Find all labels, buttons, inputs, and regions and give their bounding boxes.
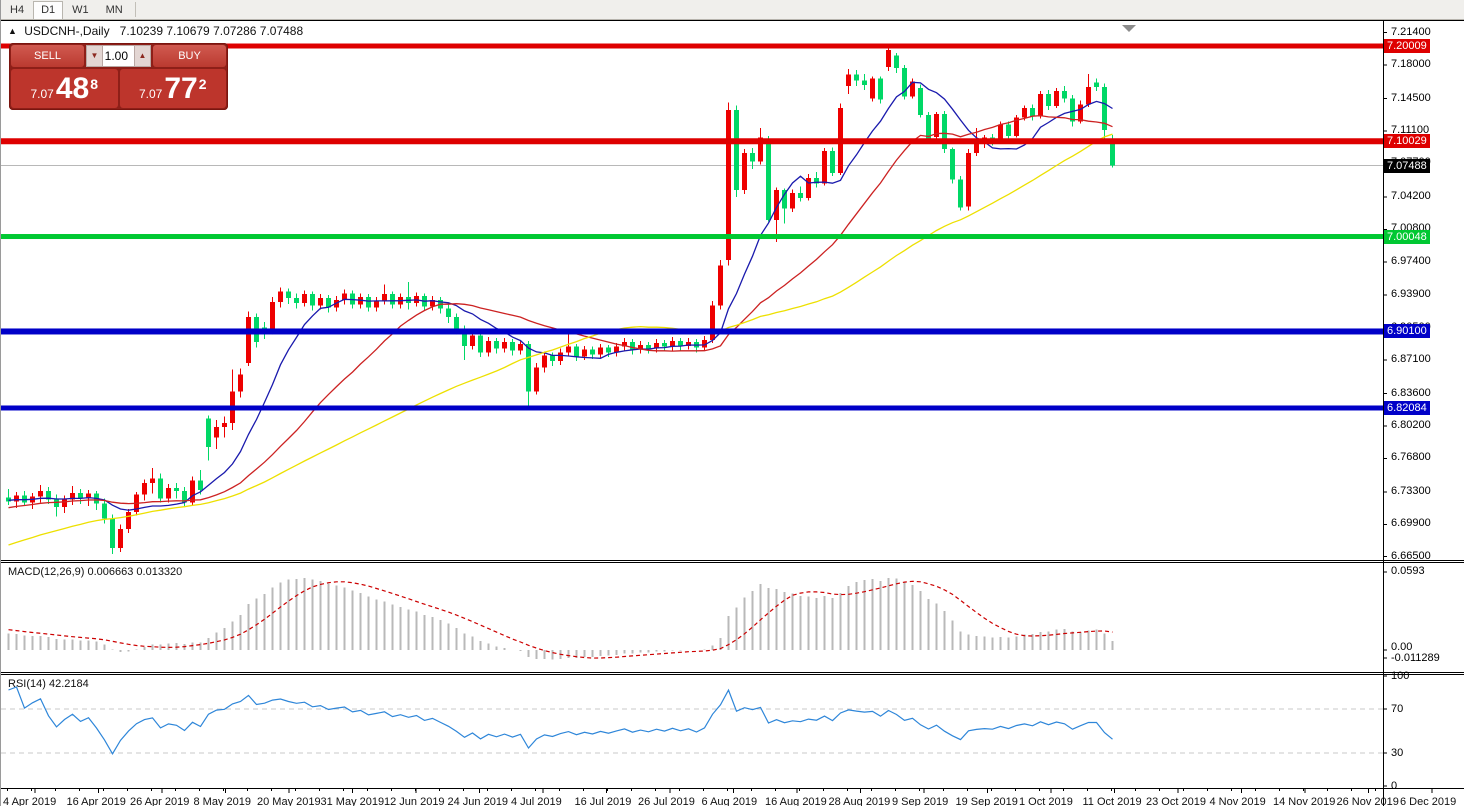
volume-increase-button[interactable]: ▲ — [134, 45, 151, 67]
time-label: 16 Aug 2019 — [765, 796, 827, 806]
time-label: 28 Aug 2019 — [828, 796, 891, 806]
time-label: 8 May 2019 — [193, 796, 251, 806]
timeframe-button-mn[interactable]: MN — [105, 4, 123, 16]
price-badge-7.20009: 7.20009 — [1384, 39, 1430, 53]
collapse-triangle-icon[interactable]: ▲ — [8, 26, 17, 36]
volume-input[interactable]: 1.00 — [103, 45, 134, 67]
price-tick-6.97400: 6.97400 — [1391, 254, 1431, 267]
macd-histogram — [7, 577, 1114, 660]
timeframe-button-h4[interactable]: H4 — [10, 4, 25, 16]
time-label: 6 Dec 2019 — [1400, 796, 1457, 806]
rsi-axis-70: 70 — [1391, 703, 1404, 715]
timeframe-button-d1[interactable]: D1 — [33, 1, 64, 20]
buy-price-prefix: 7.07 — [138, 87, 163, 101]
ma-line-50 — [8, 133, 1113, 546]
price-tick-6.83600: 6.83600 — [1391, 386, 1431, 399]
price-tick-6.93900: 6.93900 — [1391, 288, 1431, 301]
chart-stage: ▲ USDCNH-,Daily 7.10239 7.10679 7.07286 … — [1, 20, 1464, 806]
sell-price-button[interactable]: 7.07 48 8 — [11, 69, 118, 108]
buy-price-pips: 77 — [164, 72, 198, 105]
rsi-axis-30: 30 — [1391, 747, 1404, 759]
price-tick-7.11100: 7.11100 — [1391, 124, 1430, 137]
price-tick-7.04200: 7.04200 — [1391, 189, 1431, 202]
macd-axis-max: 0.0593 — [1391, 565, 1425, 577]
hline-6.90100 — [1, 328, 1383, 335]
rsi-axis-100: 100 — [1391, 670, 1410, 682]
sell-button[interactable]: SELL — [11, 45, 84, 67]
chart-title: ▲ USDCNH-,Daily 7.10239 7.10679 7.07286 … — [8, 24, 303, 38]
current-price-badge: 7.07488 — [1384, 158, 1430, 173]
ma-line-10 — [8, 81, 1113, 511]
buy-button[interactable]: BUY — [153, 45, 226, 67]
hline-7.00048 — [1, 234, 1383, 240]
time-label: 4 Jul 2019 — [511, 796, 562, 806]
macd-axis-min: -0.011289 — [1391, 652, 1440, 664]
price-tick-7.14500: 7.14500 — [1391, 91, 1431, 104]
time-label: 16 Apr 2019 — [66, 796, 126, 806]
buy-price-button[interactable]: 7.07 77 2 — [119, 69, 226, 108]
price-tick-6.87100: 6.87100 — [1391, 353, 1431, 366]
chart-canvas[interactable] — [1, 20, 1464, 806]
macd-indicator-label: MACD(12,26,9) 0.006663 0.013320 — [8, 566, 183, 578]
volume-stepper: ▼ 1.00 ▲ — [86, 45, 151, 67]
price-badge-6.82084: 6.82084 — [1384, 400, 1430, 415]
time-label: 12 Jun 2019 — [384, 796, 445, 806]
chart-symbol-period: USDCNH-,Daily — [24, 24, 110, 38]
volume-decrease-button[interactable]: ▼ — [86, 45, 103, 67]
price-tick-6.80200: 6.80200 — [1391, 418, 1431, 431]
time-label: 26 Nov 2019 — [1336, 796, 1399, 806]
candlestick-series — [6, 47, 1115, 554]
chart-shift-marker-icon — [1122, 25, 1136, 32]
price-tick-6.66500: 6.66500 — [1391, 549, 1431, 562]
time-label: 14 Nov 2019 — [1273, 796, 1336, 806]
rsi-line — [8, 686, 1113, 755]
time-label: 31 May 2019 — [320, 796, 385, 806]
time-label: 6 Aug 2019 — [701, 796, 758, 806]
buy-price-point: 2 — [198, 76, 207, 92]
time-label: 4 Nov 2019 — [1209, 796, 1266, 806]
macd-signal-line — [8, 580, 1113, 659]
time-label: 9 Sep 2019 — [892, 796, 949, 806]
price-tick-6.73300: 6.73300 — [1391, 484, 1431, 497]
sell-price-pips: 48 — [55, 72, 90, 105]
price-tick-7.21400: 7.21400 — [1391, 25, 1431, 38]
timeframe-button-w1[interactable]: W1 — [72, 4, 89, 16]
hline-6.82084 — [1, 405, 1383, 411]
time-label: 1 Oct 2019 — [1019, 796, 1073, 806]
hline-7.10029 — [1, 138, 1383, 145]
time-label: 11 Oct 2019 — [1082, 796, 1142, 806]
rsi-indicator-label: RSI(14) 42.2184 — [8, 678, 89, 690]
toolbar-separator — [134, 2, 136, 17]
time-label: 20 May 2019 — [257, 796, 321, 806]
macd-axis-zero: 0.00 — [1391, 641, 1413, 653]
price-badge-7.00048: 7.00048 — [1384, 229, 1430, 244]
time-label: 26 Jul 2019 — [638, 796, 695, 806]
rsi-axis-0: 0 — [1391, 780, 1398, 792]
price-tick-6.69900: 6.69900 — [1391, 517, 1431, 530]
timeframe-toolbar: H4 D1 W1 MN — [1, 0, 1464, 20]
price-badge-6.90100: 6.90100 — [1384, 324, 1430, 339]
price-badge-7.10029: 7.10029 — [1384, 134, 1430, 149]
price-tick-7.18000: 7.18000 — [1391, 58, 1431, 71]
time-label: 4 Apr 2019 — [3, 796, 57, 806]
time-label: 26 Apr 2019 — [130, 796, 190, 806]
hline-7.20009 — [1, 43, 1383, 49]
time-label: 19 Sep 2019 — [955, 796, 1018, 806]
sell-price-prefix: 7.07 — [30, 87, 54, 101]
time-label: 16 Jul 2019 — [574, 796, 632, 806]
price-tick-6.76800: 6.76800 — [1391, 451, 1431, 464]
time-label: 23 Oct 2019 — [1146, 796, 1206, 806]
sell-price-point: 8 — [90, 76, 99, 92]
chart-ohlc-values: 7.10239 7.10679 7.07286 7.07488 — [119, 24, 304, 38]
ma-line-25 — [8, 114, 1113, 509]
time-label: 24 Jun 2019 — [447, 796, 509, 806]
one-click-trading-panel: SELL ▼ 1.00 ▲ BUY 7.07 48 8 7.07 77 2 — [9, 43, 228, 110]
